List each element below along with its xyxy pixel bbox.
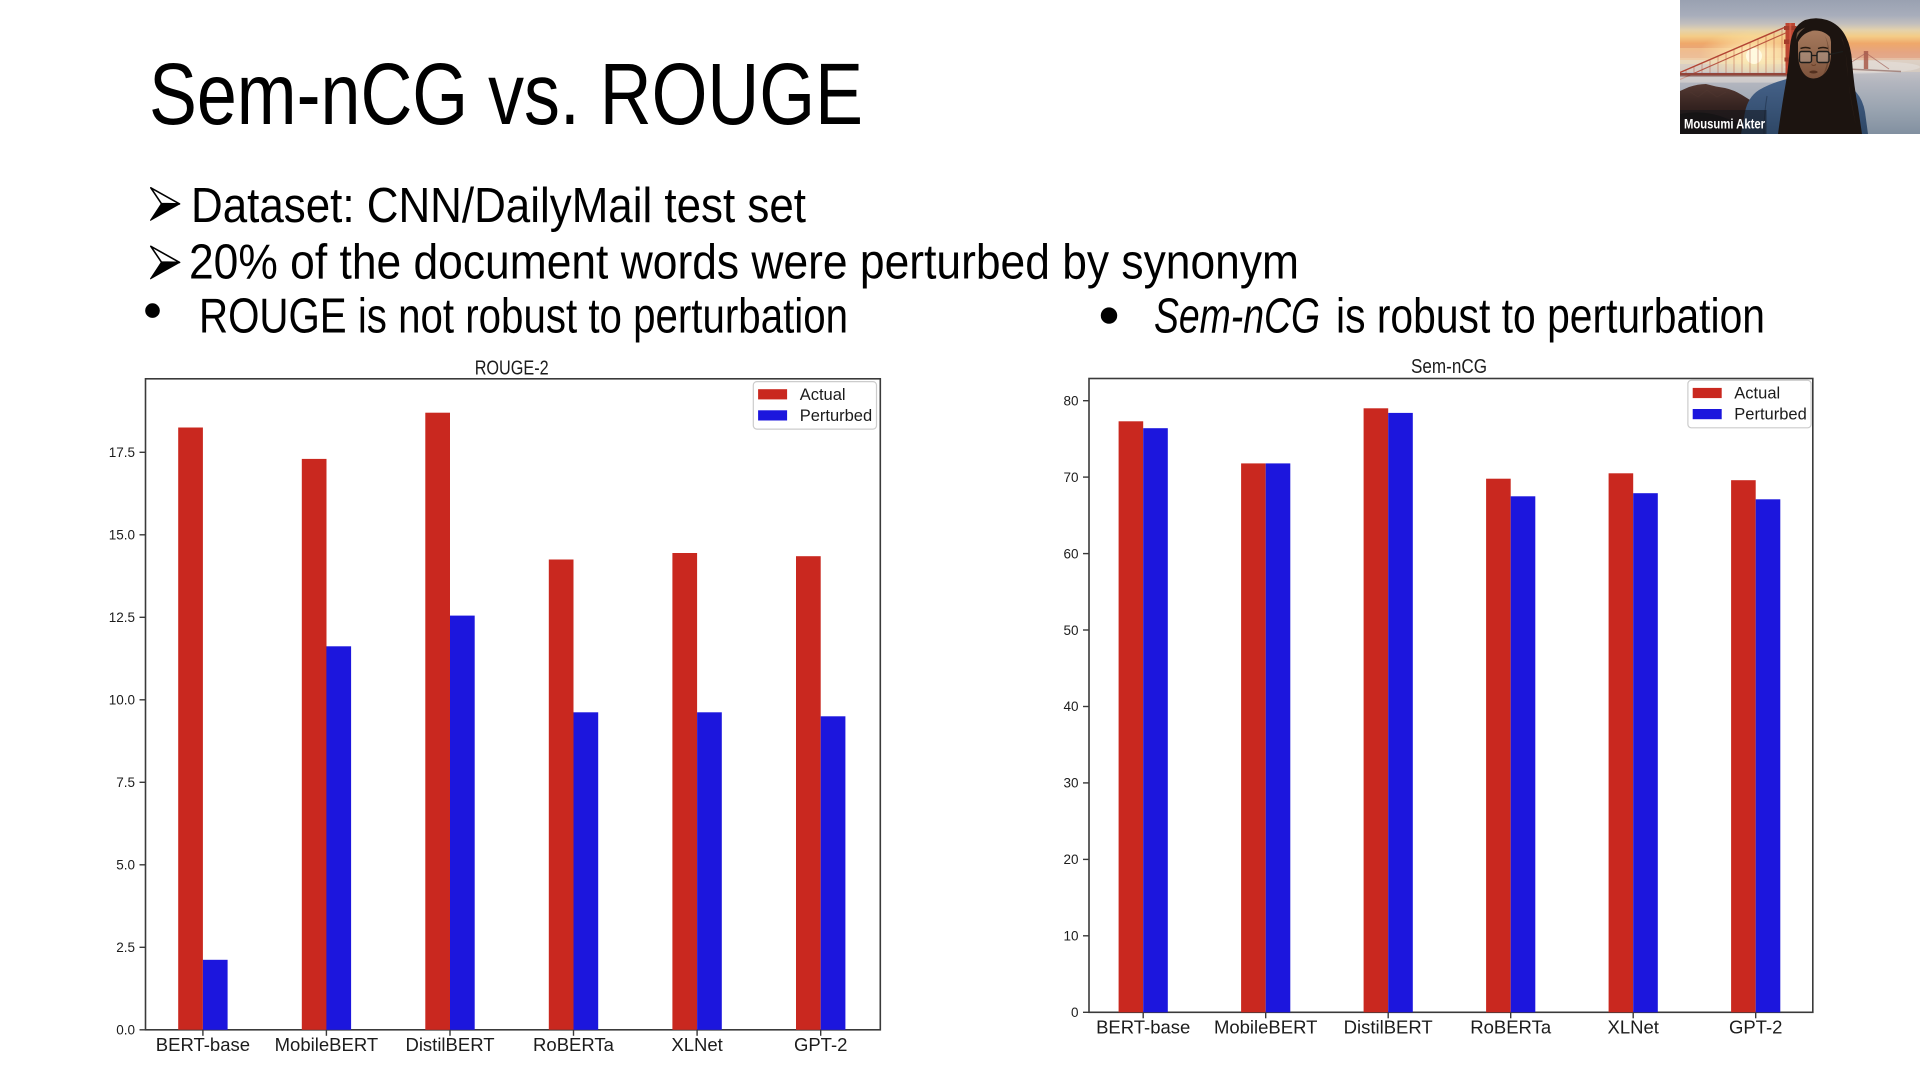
svg-text:Actual: Actual — [1734, 385, 1780, 403]
svg-text:20: 20 — [1063, 852, 1078, 867]
svg-text:15.0: 15.0 — [109, 528, 135, 543]
svg-text:0: 0 — [1071, 1005, 1079, 1020]
svg-text:XLNet: XLNet — [671, 1034, 722, 1055]
svg-text:MobileBERT: MobileBERT — [1214, 1017, 1318, 1038]
svg-text:Sem-nCG: Sem-nCG — [1411, 355, 1487, 378]
svg-text:2.5: 2.5 — [116, 940, 135, 955]
svg-text:40: 40 — [1063, 699, 1078, 714]
svg-text:50: 50 — [1063, 623, 1078, 638]
svg-text:RoBERTa: RoBERTa — [1470, 1017, 1552, 1038]
svg-text:MobileBERT: MobileBERT — [275, 1034, 379, 1055]
svg-text:7.5: 7.5 — [116, 775, 135, 790]
svg-text:Sem-nCG vs. ROUGE: Sem-nCG vs. ROUGE — [149, 46, 863, 143]
svg-text:30: 30 — [1063, 776, 1078, 791]
svg-text:XLNet: XLNet — [1607, 1017, 1658, 1038]
svg-text:12.5: 12.5 — [109, 610, 135, 625]
svg-text:GPT-2: GPT-2 — [794, 1034, 847, 1055]
svg-text:20% of the document words were: 20% of the document words were perturbed… — [189, 235, 1299, 290]
svg-text:0.0: 0.0 — [116, 1023, 135, 1038]
svg-text:Mousumi Akter: Mousumi Akter — [1684, 117, 1766, 132]
svg-text:DistilBERT: DistilBERT — [405, 1034, 494, 1055]
svg-text:ROUGE is not robust to perturb: ROUGE is not robust to perturbation — [199, 289, 848, 344]
svg-text:Sem-nCG: Sem-nCG — [1154, 289, 1320, 344]
svg-text:10.0: 10.0 — [109, 693, 135, 708]
svg-text:60: 60 — [1063, 546, 1078, 561]
svg-text:Dataset: CNN/DailyMail test se: Dataset: CNN/DailyMail test set — [191, 178, 806, 233]
svg-text:Perturbed: Perturbed — [800, 407, 872, 425]
svg-text:BERT-base: BERT-base — [156, 1034, 250, 1055]
svg-text:5.0: 5.0 — [116, 858, 135, 873]
svg-text:10: 10 — [1063, 929, 1078, 944]
svg-text:Perturbed: Perturbed — [1734, 406, 1806, 424]
svg-text:Actual: Actual — [800, 386, 846, 404]
svg-text:DistilBERT: DistilBERT — [1344, 1017, 1433, 1038]
svg-text:17.5: 17.5 — [109, 445, 135, 460]
svg-text:70: 70 — [1063, 470, 1078, 485]
svg-text:GPT-2: GPT-2 — [1729, 1017, 1782, 1038]
svg-text:is robust to perturbation: is robust to perturbation — [1336, 289, 1765, 344]
svg-text:80: 80 — [1063, 393, 1078, 408]
svg-text:ROUGE-2: ROUGE-2 — [475, 356, 549, 379]
svg-text:RoBERTa: RoBERTa — [533, 1034, 615, 1055]
svg-text:BERT-base: BERT-base — [1096, 1017, 1190, 1038]
